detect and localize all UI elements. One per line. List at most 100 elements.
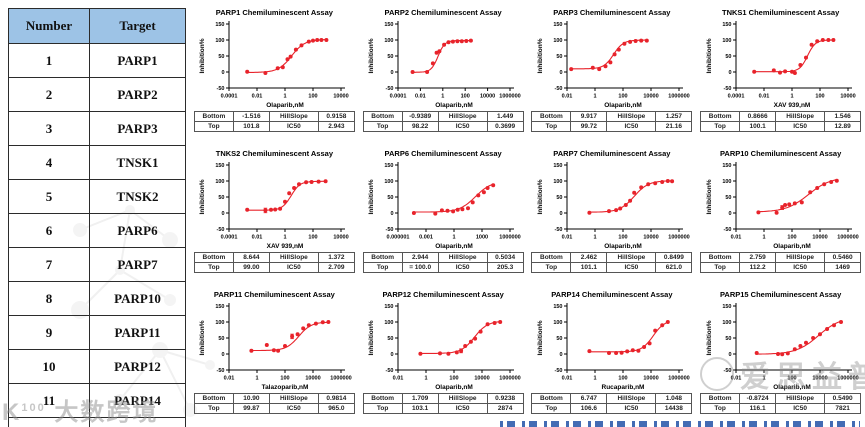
stats-row: Top 106.6 IC50 14438 bbox=[531, 403, 693, 414]
stat-label-top: Top bbox=[193, 121, 234, 132]
stats-row: Bottom 1.709 HillSlope 0.9238 bbox=[362, 393, 524, 404]
svg-text:100: 100 bbox=[787, 235, 796, 241]
svg-text:0: 0 bbox=[391, 70, 394, 76]
target-table-container: Number Target 1 PARP1 2 PARP2 3 PARP3 4 TNSK1 5 T… bbox=[8, 8, 186, 427]
table-row: 12PARP15 bbox=[8, 417, 186, 427]
svg-text:0.01: 0.01 bbox=[730, 376, 741, 382]
svg-text:1: 1 bbox=[762, 235, 765, 241]
svg-text:100: 100 bbox=[309, 235, 318, 241]
svg-text:100: 100 bbox=[216, 320, 225, 326]
dose-response-plot: -50 0 50 100 150 0.01 1 100 10000 1000000 Inhibiti… bbox=[537, 21, 690, 109]
svg-text:50: 50 bbox=[725, 195, 731, 201]
fit-stats-table: Bottom 6.747 HillSlope 1.048 Top 106.6 I… bbox=[531, 393, 693, 414]
stats-row: Bottom 8.644 HillSlope 1.372 bbox=[193, 252, 355, 263]
table-row: 4 TNSK1 bbox=[8, 145, 186, 180]
stats-row: Bottom 0.8666 HillSlope 1.546 bbox=[700, 111, 862, 122]
fit-stats-table: Bottom 9.917 HillSlope 1.257 Top 99.72 I… bbox=[531, 111, 693, 132]
svg-text:-50: -50 bbox=[554, 86, 562, 92]
assay-chart-cell: PARP10 Chemiluminescent Assay -50 0 50 100 1… bbox=[696, 144, 865, 285]
stat-label-top: Top bbox=[193, 262, 234, 273]
svg-text:Olaparib,nM: Olaparib,nM bbox=[435, 102, 473, 109]
stat-label-bottom: Bottom bbox=[362, 111, 403, 122]
svg-text:-50: -50 bbox=[554, 368, 562, 374]
svg-text:100: 100 bbox=[384, 320, 393, 326]
stats-row: Top 116.1 IC50 7821 bbox=[700, 403, 862, 414]
stats-row: Bottom 10.90 HillSlope 0.9814 bbox=[193, 393, 355, 404]
svg-text:-50: -50 bbox=[554, 227, 562, 233]
stat-label-hillslope: HillSlope bbox=[606, 252, 657, 263]
stats-row: Top 112.2 IC50 1469 bbox=[700, 262, 862, 273]
stat-label-ic50: IC50 bbox=[268, 262, 319, 273]
svg-text:Inhibition%: Inhibition% bbox=[368, 179, 375, 214]
stats-row: Bottom 2.462 HillSlope 0.8499 bbox=[531, 252, 693, 263]
svg-text:150: 150 bbox=[722, 163, 731, 169]
svg-text:Inhibition%: Inhibition% bbox=[368, 38, 375, 73]
fit-stats-table: Bottom 10.90 HillSlope 0.9814 Top 99.87 … bbox=[193, 393, 355, 414]
svg-text:100: 100 bbox=[553, 320, 562, 326]
svg-text:0: 0 bbox=[222, 352, 225, 358]
stat-value-ic50: 2.943 bbox=[317, 121, 355, 132]
cell-target: PARP12 bbox=[89, 349, 186, 384]
svg-text:50: 50 bbox=[725, 54, 731, 60]
stats-row: Top 101.1 IC50 621.0 bbox=[531, 262, 693, 273]
assay-chart-cell: PARP6 Chemiluminescent Assay -50 0 50 100 15… bbox=[359, 144, 528, 285]
stat-label-top: Top bbox=[531, 403, 572, 414]
svg-text:50: 50 bbox=[219, 54, 225, 60]
svg-text:-50: -50 bbox=[217, 86, 225, 92]
svg-text:10000: 10000 bbox=[334, 94, 349, 100]
svg-text:50: 50 bbox=[556, 336, 562, 342]
stat-value-ic50: 2.709 bbox=[317, 262, 355, 273]
stat-label-bottom: Bottom bbox=[531, 252, 572, 263]
svg-text:0.0001: 0.0001 bbox=[390, 94, 407, 100]
svg-text:1: 1 bbox=[593, 235, 596, 241]
cell-number: 10 bbox=[8, 349, 90, 384]
stats-row: Top 99.72 IC50 21.16 bbox=[531, 121, 693, 132]
stat-value-bottom: 2.944 bbox=[401, 252, 439, 263]
stat-value-bottom: 0.8666 bbox=[739, 111, 777, 122]
svg-text:100: 100 bbox=[618, 94, 627, 100]
stat-value-bottom: 9.917 bbox=[570, 111, 608, 122]
svg-text:Inhibition%: Inhibition% bbox=[199, 320, 206, 355]
svg-text:100: 100 bbox=[281, 376, 290, 382]
svg-text:1: 1 bbox=[593, 94, 596, 100]
svg-text:100: 100 bbox=[216, 179, 225, 185]
dose-response-plot: -50 0 50 100 150 0.01 1 100 10000 1000000 Inhibiti… bbox=[537, 303, 690, 391]
table-row: 9 PARP11 bbox=[8, 315, 186, 350]
stat-label-ic50: IC50 bbox=[437, 403, 488, 414]
svg-text:1000000: 1000000 bbox=[837, 235, 858, 241]
stat-label-top: Top bbox=[362, 262, 403, 273]
fit-stats-table: Bottom 8.644 HillSlope 1.372 Top 99.00 I… bbox=[193, 252, 355, 273]
svg-text:Rucaparib,nM: Rucaparib,nM bbox=[601, 384, 644, 391]
svg-text:0.01: 0.01 bbox=[562, 94, 573, 100]
table-row: 10 PARP12 bbox=[8, 349, 186, 384]
stat-value-bottom: -0.8724 bbox=[739, 393, 777, 404]
cell-number: 2 bbox=[8, 77, 90, 112]
svg-text:50: 50 bbox=[556, 54, 562, 60]
cell-target: PARP11 bbox=[89, 315, 186, 350]
stat-label-bottom: Bottom bbox=[193, 393, 234, 404]
svg-text:50: 50 bbox=[219, 336, 225, 342]
svg-text:1000000: 1000000 bbox=[499, 94, 520, 100]
svg-text:-50: -50 bbox=[217, 227, 225, 233]
stat-value-bottom: -0.9389 bbox=[401, 111, 439, 122]
cell-number: 8 bbox=[8, 281, 90, 316]
svg-text:0.01: 0.01 bbox=[730, 235, 741, 241]
stat-value-bottom: 2.462 bbox=[570, 252, 608, 263]
dose-response-plot: -50 0 50 100 150 0.0001 0.01 1 100 10000 Inhibitio… bbox=[706, 21, 855, 109]
svg-text:50: 50 bbox=[388, 195, 394, 201]
svg-text:0.01: 0.01 bbox=[415, 94, 426, 100]
stats-row: Bottom -1.516 HillSlope 0.9158 bbox=[193, 111, 355, 122]
assay-chart-cell: PARP3 Chemiluminescent Assay -50 0 50 100 15… bbox=[528, 3, 697, 144]
fit-stats-table: Bottom -0.8724 HillSlope 0.5490 Top 116.… bbox=[700, 393, 862, 414]
svg-text:Olaparib,nM: Olaparib,nM bbox=[435, 384, 473, 391]
stat-label-ic50: IC50 bbox=[606, 262, 657, 273]
chart-title: PARP7 Chemiluminescent Assay bbox=[553, 149, 671, 158]
stat-value-top: 99.72 bbox=[570, 121, 608, 132]
svg-text:1: 1 bbox=[453, 235, 456, 241]
stat-label-top: Top bbox=[700, 403, 741, 414]
cell-target: PARP10 bbox=[89, 281, 186, 316]
stat-label-top: Top bbox=[531, 121, 572, 132]
stat-label-ic50: IC50 bbox=[775, 262, 826, 273]
table-row: 5 TNSK2 bbox=[8, 179, 186, 214]
